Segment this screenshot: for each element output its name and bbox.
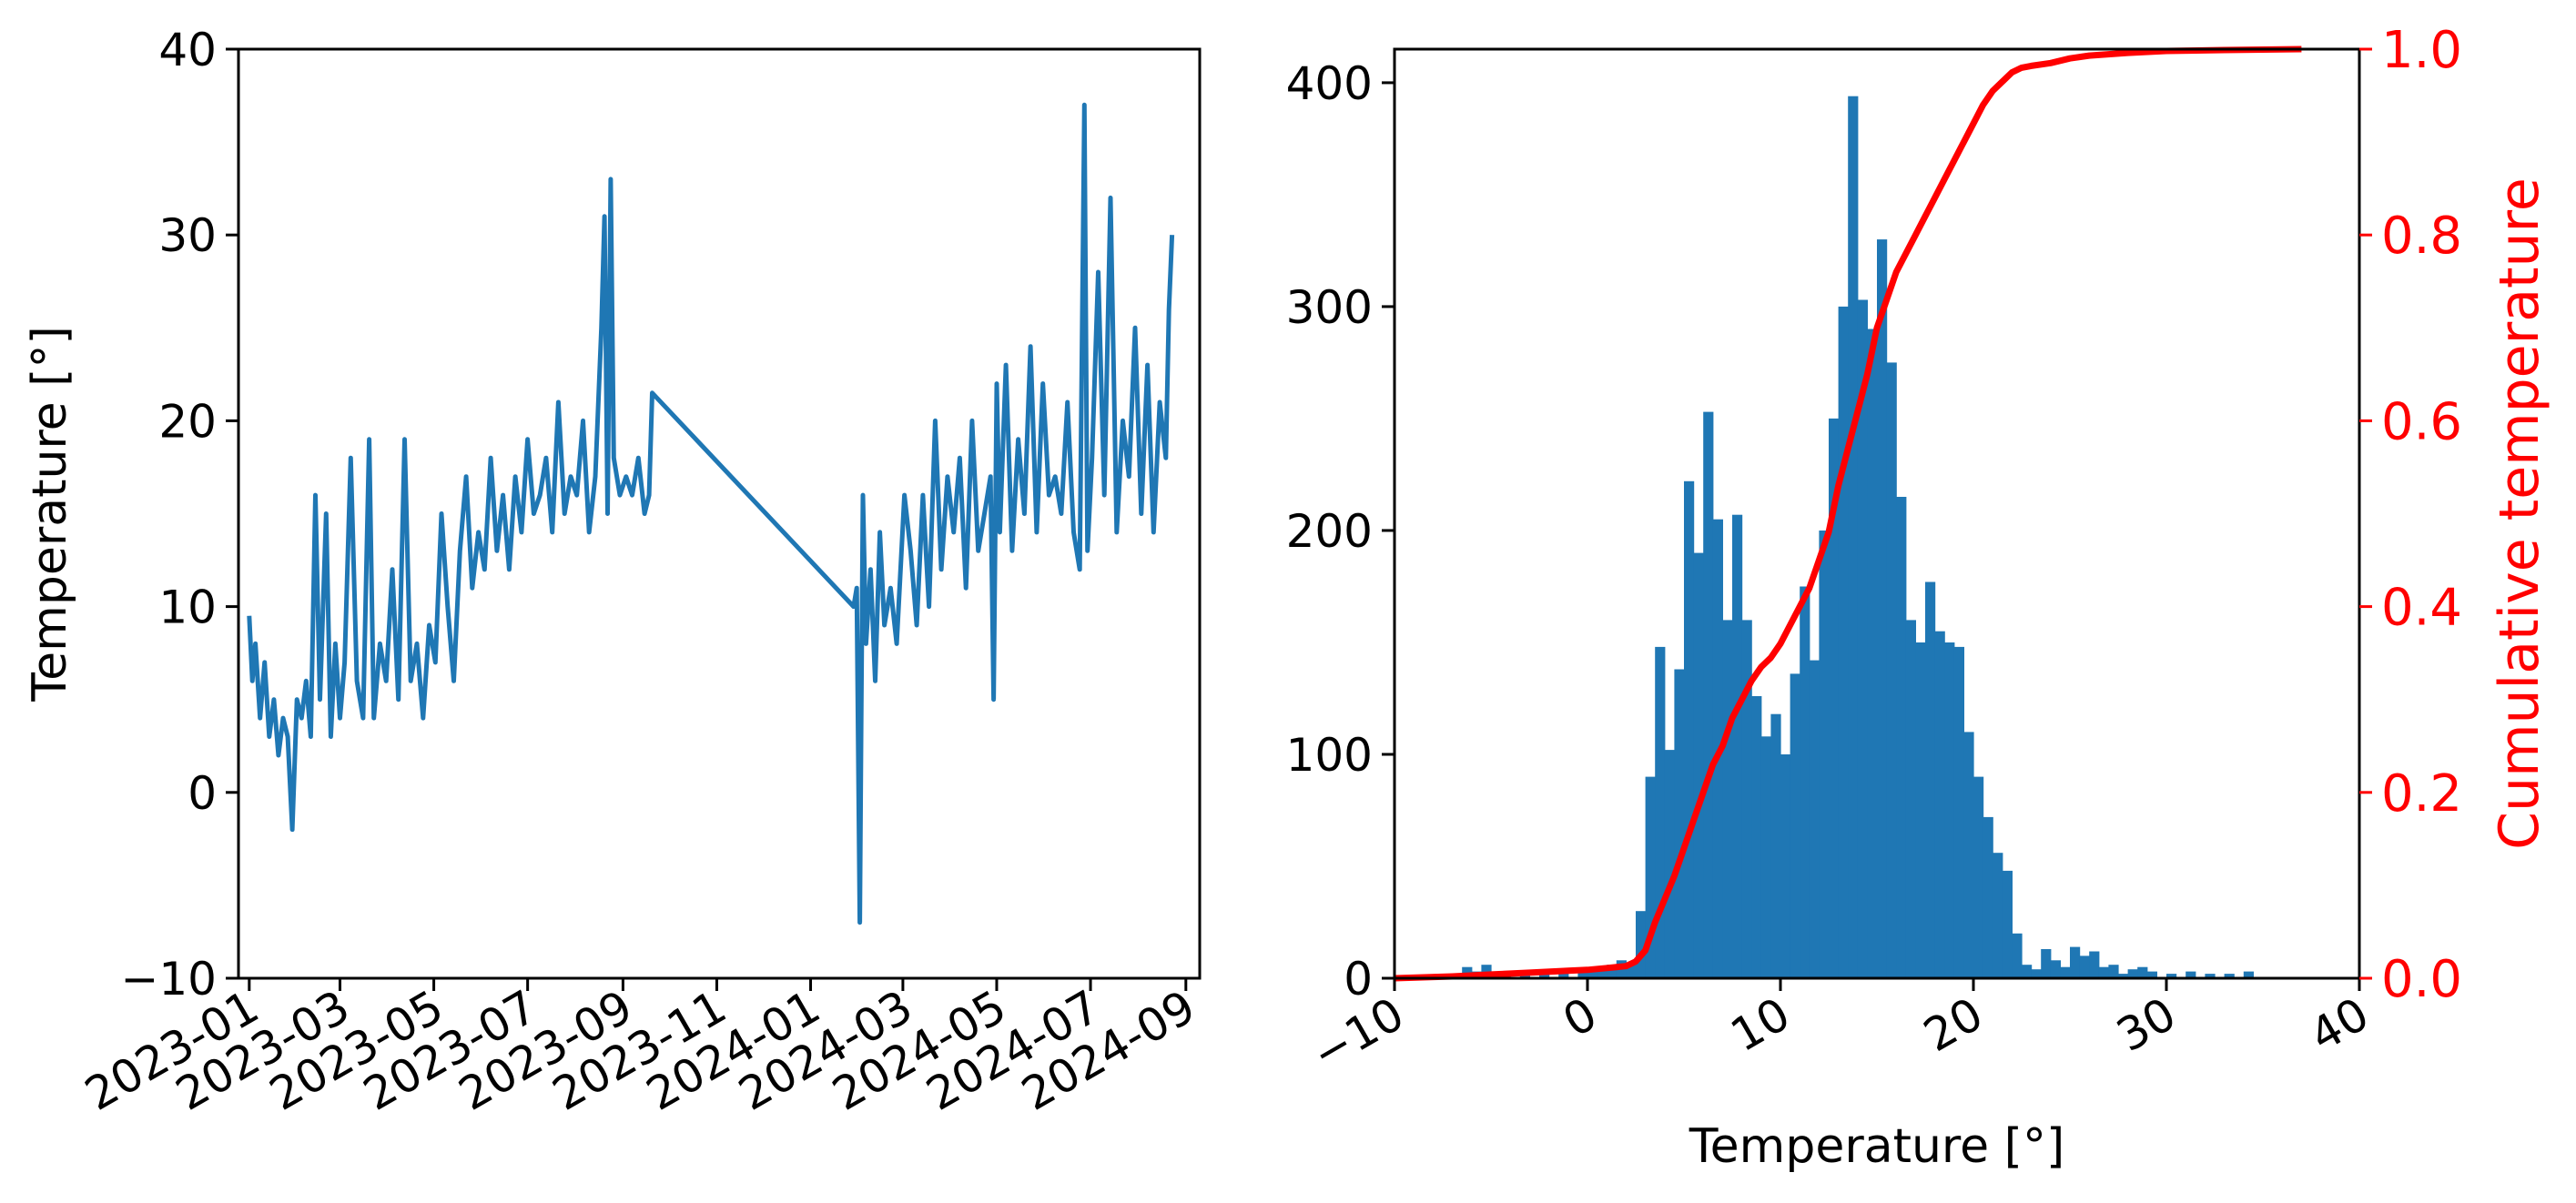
histogram-bar xyxy=(1655,646,1666,978)
x-tick-label: 30 xyxy=(2108,987,2185,1062)
histogram-bar xyxy=(1481,965,1492,978)
y-tick-label: 40 xyxy=(158,24,217,76)
histogram-bar xyxy=(1741,620,1752,978)
y-axis-title: Temperature [°] xyxy=(23,326,77,703)
histogram-bar xyxy=(1751,696,1762,978)
histogram-bar xyxy=(1848,96,1859,978)
count-tick-label: 100 xyxy=(1286,729,1373,782)
histogram-bar xyxy=(1684,480,1695,978)
histogram-bar xyxy=(1944,642,1955,978)
histogram-bar xyxy=(1770,713,1781,978)
histogram-bar xyxy=(1732,514,1743,978)
histogram-bar xyxy=(1896,497,1907,978)
histogram-bar xyxy=(1760,736,1771,978)
y-tick-label: 0 xyxy=(188,767,217,820)
histogram-bar xyxy=(1819,531,1830,978)
histogram-bar xyxy=(2137,966,2148,978)
histogram-bar xyxy=(2031,969,2042,978)
histogram-bar xyxy=(2166,974,2177,978)
left-chart-line-plot: −100102030402023-012023-032023-052023-07… xyxy=(23,24,1204,1121)
histogram-bar xyxy=(2002,870,2013,978)
histogram-bar xyxy=(1915,642,1926,978)
histogram-bar xyxy=(1838,306,1849,978)
histogram-bar xyxy=(2070,946,2081,978)
histogram-bar xyxy=(1558,971,1569,978)
histogram-bar xyxy=(1993,853,2003,978)
histogram-bar xyxy=(1829,418,1840,978)
histogram-bar xyxy=(2118,974,2129,978)
histogram-bar xyxy=(1780,754,1791,978)
histogram-bar xyxy=(2012,933,2023,978)
histogram-bar xyxy=(1963,732,1974,978)
histogram-bar xyxy=(2050,960,2061,978)
cumulative-axis-title: Cumulative temperature xyxy=(2488,177,2551,850)
histogram-bar xyxy=(2022,965,2033,978)
temperature-series-line xyxy=(247,102,1175,925)
histogram-bar xyxy=(1722,620,1733,978)
histogram-bar xyxy=(1693,552,1704,978)
histogram-bar xyxy=(1953,646,1964,978)
histogram-bar xyxy=(1597,969,1607,978)
histogram-bar xyxy=(1877,239,1888,979)
histogram-bar xyxy=(2108,965,2119,978)
histogram-bar xyxy=(2186,971,2196,978)
x-tick-label: 20 xyxy=(1915,987,1992,1062)
histogram-bar xyxy=(2060,966,2071,978)
histogram-bar xyxy=(1809,660,1820,978)
y-tick-label: 10 xyxy=(158,581,217,634)
histogram-bar xyxy=(2089,951,2100,978)
cumulative-tick-label: 0.4 xyxy=(2381,579,2462,638)
histogram-bar xyxy=(2243,971,2254,978)
histogram-bar xyxy=(2146,971,2157,978)
histogram-bar xyxy=(1983,816,1993,978)
histogram-bar xyxy=(1626,962,1637,978)
histogram-bar xyxy=(1539,974,1550,978)
left-axes-frame xyxy=(237,47,1202,980)
histogram-bar xyxy=(2041,949,2052,978)
histogram-bar xyxy=(1587,971,1598,978)
histogram-bar xyxy=(1577,969,1588,978)
histogram-bar xyxy=(1607,965,1618,978)
histogram-bar xyxy=(2224,974,2235,978)
histogram-bar xyxy=(1674,669,1685,978)
x-tick-label: 40 xyxy=(2301,987,2378,1062)
x-tick-label: 10 xyxy=(1722,987,1799,1062)
histogram-bar xyxy=(1925,581,1936,978)
x-axis-title: Temperature [°] xyxy=(1689,1119,2065,1174)
histogram-bar xyxy=(2098,966,2109,978)
count-tick-label: 200 xyxy=(1286,505,1373,558)
count-tick-label: 0 xyxy=(1344,953,1373,1006)
cumulative-tick-label: 0.6 xyxy=(2381,392,2462,451)
histogram-bar xyxy=(1636,911,1647,978)
y-tick-label: 30 xyxy=(158,209,217,262)
histogram-bar xyxy=(1857,299,1868,978)
histogram-bar xyxy=(1973,776,1984,978)
cumulative-tick-label: 0.2 xyxy=(2381,764,2462,824)
count-tick-label: 300 xyxy=(1286,281,1373,334)
x-tick-label: 0 xyxy=(1554,987,1606,1047)
cumulative-tick-label: 1.0 xyxy=(2381,21,2462,80)
histogram-bar xyxy=(2127,969,2138,978)
histogram-bar xyxy=(1867,329,1878,978)
histogram-bar xyxy=(1886,362,1897,978)
histogram-bar xyxy=(1934,631,1945,978)
histogram-bar xyxy=(1645,776,1656,978)
histogram-bar xyxy=(1664,750,1675,978)
histogram-bar xyxy=(1703,411,1714,979)
histogram-bar xyxy=(2205,974,2216,978)
cumulative-curve xyxy=(1394,45,2302,982)
histogram-bar xyxy=(2079,955,2090,978)
histogram-bar xyxy=(1790,673,1800,978)
right-axes-frame xyxy=(1393,47,2361,980)
histogram-bar xyxy=(1800,586,1810,978)
y-tick-label: −10 xyxy=(120,953,217,1006)
cumulative-tick-label: 0.8 xyxy=(2381,207,2462,266)
count-tick-label: 400 xyxy=(1286,57,1373,110)
cumulative-tick-label: 0.0 xyxy=(2381,950,2462,1009)
y-tick-label: 20 xyxy=(158,395,217,448)
histogram-bar xyxy=(1905,620,1916,978)
